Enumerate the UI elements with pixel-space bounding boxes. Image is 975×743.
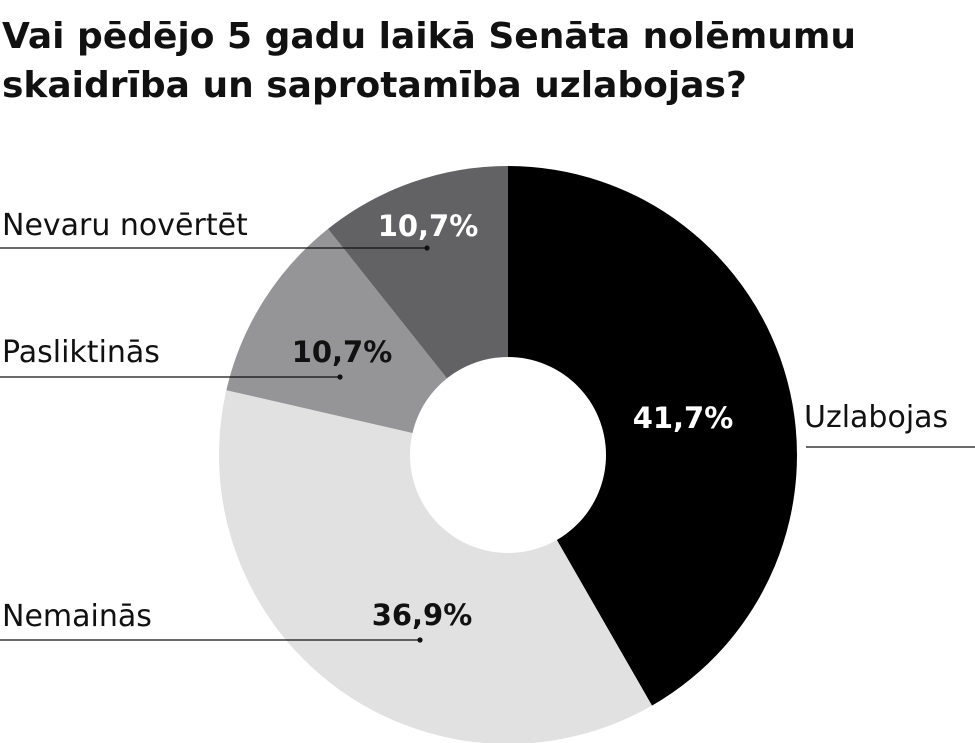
slice-nemainas [219, 390, 652, 743]
value-label-nevaru-novertet: 10,7% [378, 209, 479, 243]
leader-dot-nevaru-novertet [424, 245, 430, 251]
category-label-nemainas: Nemainās [2, 599, 152, 634]
leader-dot-pasliktinas [337, 374, 343, 380]
value-label-uzlabojas: 41,7% [633, 401, 734, 435]
chart-title-line-1: Vai pēdējo 5 gadu laikā Senāta nolēmumu [2, 16, 856, 57]
value-label-nemainas: 36,9% [372, 598, 473, 632]
value-label-pasliktinas: 10,7% [292, 335, 393, 369]
category-label-pasliktinas: Pasliktinās [2, 335, 160, 370]
slice-uzlabojas [508, 166, 797, 706]
category-label-nevaru-novertet: Nevaru novērtēt [2, 208, 248, 243]
leader-lines [0, 245, 975, 643]
leader-dot-nemainas [417, 637, 423, 643]
chart-title-line-2: skaidrība un saprotamība uzlabojas? [2, 65, 747, 106]
donut-hole [410, 357, 606, 553]
slice-labels: Uzlabojas 41,7% Nemainās 36,9% Pasliktinās 10… [2, 208, 948, 634]
category-label-uzlabojas: Uzlabojas [804, 400, 948, 435]
